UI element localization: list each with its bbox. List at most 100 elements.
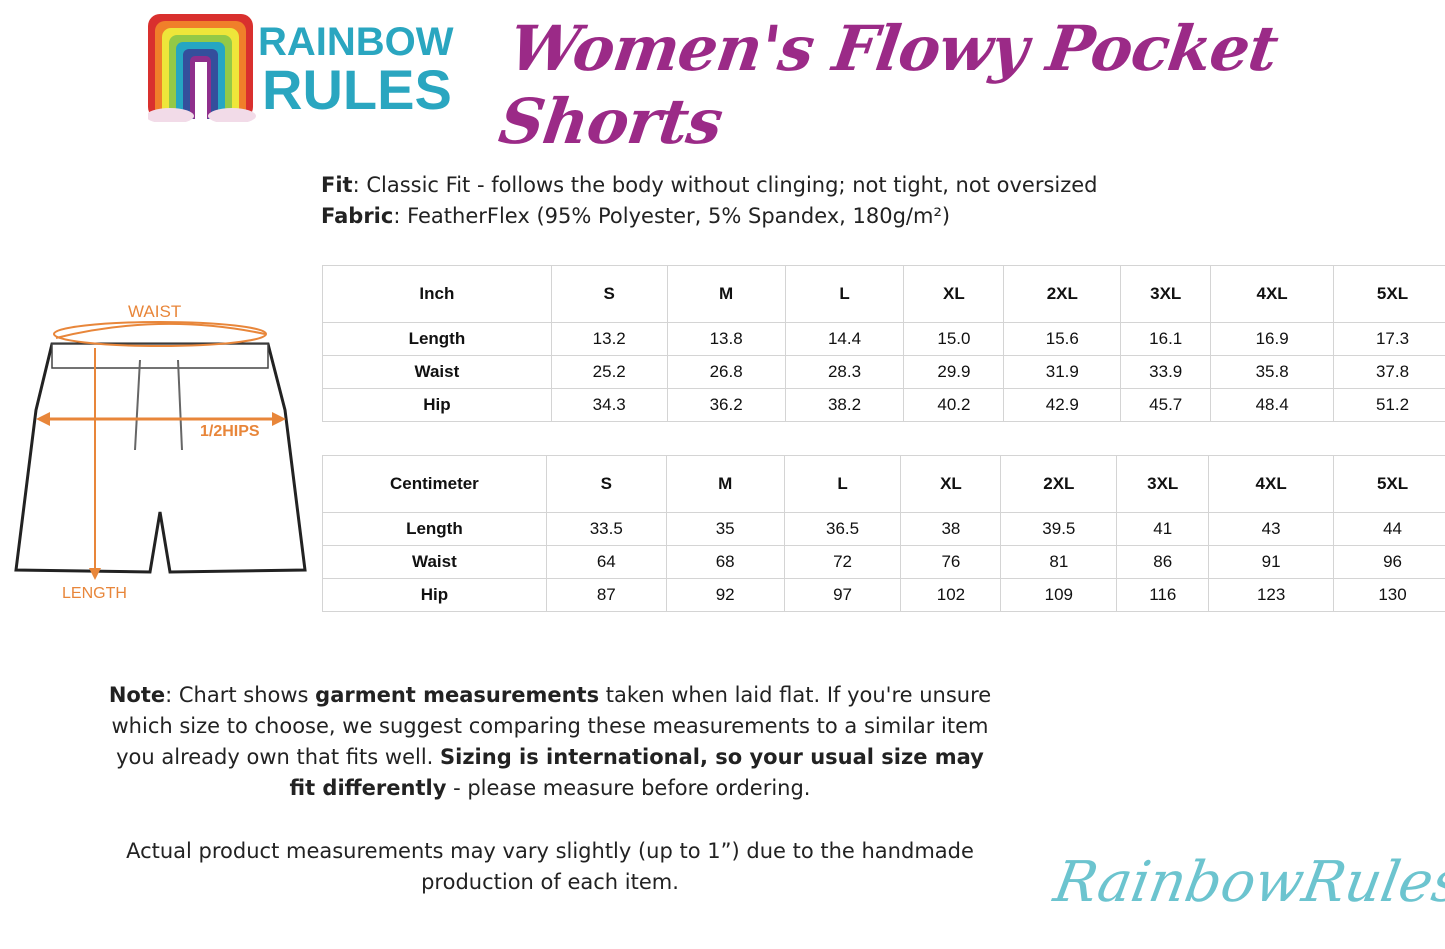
- logo-text-line1: RAINBOW: [258, 20, 454, 64]
- table-cell: 68: [665, 545, 785, 579]
- note-text: - please measure before ordering.: [446, 776, 811, 800]
- header-cell: L: [783, 455, 902, 513]
- table-cell: 40.2: [903, 388, 1005, 422]
- table-cell: 91: [1208, 545, 1335, 579]
- table-cell: 72: [783, 545, 902, 579]
- table-cell: 28.3: [784, 355, 905, 389]
- table-cell: 42.9: [1003, 388, 1122, 422]
- note-label: Note: [108, 683, 166, 707]
- row-label: Length: [322, 322, 552, 356]
- table-row: Waist 64 68 72 76 81 86 91 96: [322, 545, 1445, 579]
- table-cell: 41: [1116, 512, 1210, 546]
- note-emphasis: Sizing is international, so your usual s…: [289, 745, 984, 800]
- table-cell: 44: [1333, 512, 1445, 546]
- table-cell: 13.2: [550, 322, 668, 356]
- fit-line: Fit: Classic Fit - follows the body with…: [321, 170, 1098, 201]
- table-cell: 102: [900, 578, 1002, 612]
- table-cell: 15.0: [903, 322, 1005, 356]
- table-cell: 39.5: [1000, 512, 1118, 546]
- table-cell: 16.1: [1120, 322, 1212, 356]
- header-cell: XL: [903, 265, 1005, 323]
- table-cell: 109: [1000, 578, 1118, 612]
- waist-arrow: [55, 322, 266, 339]
- note-text: taken when laid flat. If you're unsure w…: [111, 683, 992, 769]
- header-cell: M: [665, 455, 785, 513]
- shorts-diagram: [14, 321, 307, 580]
- table-row: Waist 25.2 26.8 28.3 29.9 31.9 33.9 35.8 37.8: [322, 355, 1445, 389]
- fabric-line: Fabric: FeatherFlex (95% Polyester, 5% S…: [321, 201, 1098, 232]
- header-cell: 5XL: [1333, 265, 1445, 323]
- page-title: Women's Flowy Pocket Shorts: [494, 12, 1282, 158]
- hips-label: 1/2HIPS: [200, 423, 260, 440]
- inch-size-table: Inch S M L XL 2XL 3XL 4XL 5XL Length 13.2 13.8 14.4…: [322, 265, 1445, 422]
- measurement-disclaimer: Actual product measurements may vary sli…: [126, 839, 974, 894]
- row-label: Hip: [322, 578, 547, 612]
- table-cell: 116: [1116, 578, 1210, 612]
- table-cell: 38: [900, 512, 1002, 546]
- product-specs: Fit: Classic Fit - follows the body with…: [321, 170, 1098, 232]
- header-cell: 2XL: [1000, 455, 1118, 513]
- header-cell: S: [550, 265, 668, 323]
- table-cell: 130: [1333, 578, 1445, 612]
- row-label: Waist: [322, 545, 547, 579]
- row-label: Length: [322, 512, 547, 546]
- table-cell: 48.4: [1210, 388, 1335, 422]
- header-cell: XL: [900, 455, 1002, 513]
- table-cell: 29.9: [903, 355, 1005, 389]
- table-cell: 37.8: [1333, 355, 1445, 389]
- table-row: Hip 34.3 36.2 38.2 40.2 42.9 45.7 48.4 51.2: [322, 388, 1445, 422]
- website-logo: RainbowRules.com: [1049, 850, 1445, 915]
- table-cell: 123: [1208, 578, 1335, 612]
- header-cell: 2XL: [1003, 265, 1122, 323]
- fit-label: Fit: [321, 173, 353, 197]
- table-cell: 81: [1000, 545, 1118, 579]
- waist-label: WAIST: [128, 302, 182, 321]
- table-cell: 26.8: [666, 355, 786, 389]
- header-cell: 3XL: [1120, 265, 1212, 323]
- table-cell: 96: [1333, 545, 1445, 579]
- table-cell: 36.5: [783, 512, 902, 546]
- table-cell: 31.9: [1003, 355, 1122, 389]
- table-header-row: Inch S M L XL 2XL 3XL 4XL 5XL: [322, 265, 1445, 323]
- table-cell: 35.8: [1210, 355, 1335, 389]
- row-label: Hip: [322, 388, 552, 422]
- fabric-value: : FeatherFlex (95% Polyester, 5% Spandex…: [393, 204, 951, 228]
- table-cell: 76: [900, 545, 1002, 579]
- header-cell: L: [784, 265, 905, 323]
- header-cell: 3XL: [1116, 455, 1210, 513]
- table-cell: 13.8: [666, 322, 786, 356]
- header-cell: S: [545, 455, 667, 513]
- table-cell: 36.2: [666, 388, 786, 422]
- fit-value: : Classic Fit - follows the body without…: [352, 173, 1098, 197]
- table-header-row: Centimeter S M L XL 2XL 3XL 4XL 5XL: [322, 455, 1445, 513]
- table-row: Length 13.2 13.8 14.4 15.0 15.6 16.1 16.9 17.3: [322, 322, 1445, 356]
- header-cell: Centimeter: [322, 455, 547, 513]
- table-cell: 14.4: [784, 322, 905, 356]
- header-cell: 4XL: [1208, 455, 1335, 513]
- row-label: Waist: [322, 355, 552, 389]
- header-cell: 4XL: [1210, 265, 1335, 323]
- sizing-note: Note: Chart shows garment measurements t…: [100, 680, 1000, 804]
- header-cell: M: [666, 265, 786, 323]
- header-cell: 5XL: [1333, 455, 1445, 513]
- table-cell: 16.9: [1210, 322, 1335, 356]
- brand-logo: RAINBOW RULES: [148, 14, 454, 122]
- table-cell: 17.3: [1333, 322, 1445, 356]
- length-label: LENGTH: [62, 585, 127, 602]
- table-cell: 43: [1208, 512, 1335, 546]
- table-cell: 87: [545, 578, 667, 612]
- table-cell: 97: [783, 578, 902, 612]
- table-cell: 33.5: [545, 512, 667, 546]
- table-cell: 34.3: [550, 388, 668, 422]
- logo-text-line2: RULES: [262, 58, 452, 121]
- table-cell: 45.7: [1120, 388, 1212, 422]
- table-cell: 35: [665, 512, 785, 546]
- table-row: Hip 87 92 97 102 109 116 123 130: [322, 578, 1445, 612]
- table-cell: 38.2: [784, 388, 905, 422]
- table-row: Length 33.5 35 36.5 38 39.5 41 43 44: [322, 512, 1445, 546]
- table-cell: 15.6: [1003, 322, 1122, 356]
- rainbow-logo-icon: [148, 14, 256, 122]
- table-cell: 64: [545, 545, 667, 579]
- note-emphasis: garment measurements: [315, 683, 600, 707]
- table-cell: 33.9: [1120, 355, 1212, 389]
